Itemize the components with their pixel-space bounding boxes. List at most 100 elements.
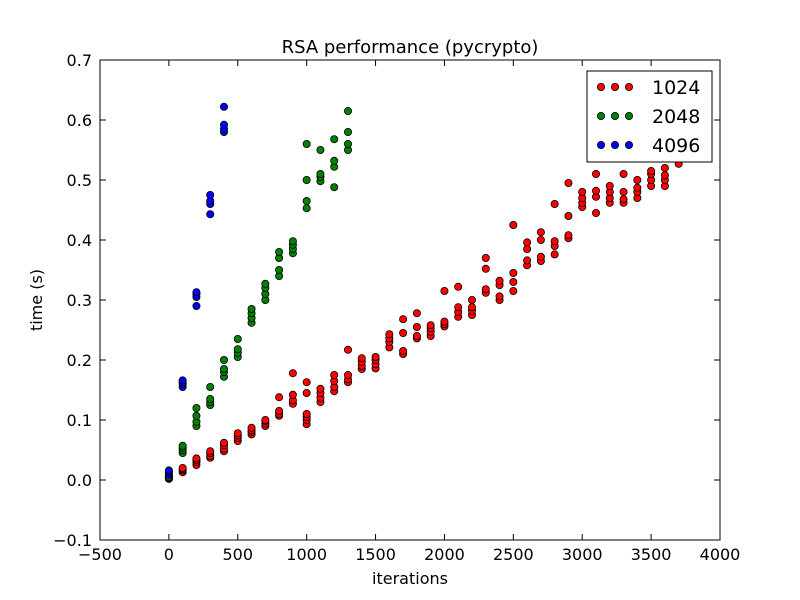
data-point: [343, 107, 352, 116]
y-tick-label: 0.1: [67, 411, 92, 430]
data-point: [536, 235, 545, 244]
x-tick-label: 0: [164, 545, 174, 564]
data-point: [247, 423, 256, 432]
data-point: [536, 252, 545, 261]
data-point: [578, 187, 587, 196]
data-point: [302, 175, 311, 184]
data-point: [288, 390, 297, 399]
legend-entry-2048: 2048: [597, 106, 700, 128]
y-tick-label: 0.4: [67, 231, 92, 250]
data-point: [385, 330, 394, 339]
legend-entry-1024: 1024: [597, 77, 700, 99]
series-1024: [164, 139, 683, 483]
legend-marker: [597, 112, 606, 121]
data-point: [509, 220, 518, 229]
data-point: [454, 303, 463, 312]
legend-marker: [625, 83, 634, 92]
data-point: [233, 345, 242, 354]
data-point: [330, 156, 339, 165]
data-point: [178, 441, 187, 450]
data-point: [343, 127, 352, 136]
y-tick-label: 0.3: [67, 291, 92, 310]
chart-title: RSA performance (pycrypto): [282, 37, 539, 58]
data-point: [316, 145, 325, 154]
data-point: [481, 264, 490, 273]
data-point: [426, 321, 435, 330]
data-point: [467, 303, 476, 312]
axis-ticks: −500 0 500 1000 1500 2000 2500 3000 3500 4000 −0.1…: [53, 51, 740, 564]
data-point: [509, 268, 518, 277]
data-point: [288, 237, 297, 246]
data-point: [330, 183, 339, 192]
data-point: [275, 265, 284, 274]
data-point: [192, 301, 201, 310]
legend-label: 2048: [652, 106, 700, 128]
data-point: [275, 247, 284, 256]
data-point: [633, 175, 642, 184]
data-point: [316, 169, 325, 178]
data-point: [192, 403, 201, 412]
x-tick-label: −500: [78, 545, 122, 564]
x-tick-label: 2000: [424, 545, 465, 564]
legend-marker: [625, 140, 634, 149]
data-point: [592, 208, 601, 217]
x-tick-label: 2500: [493, 545, 534, 564]
data-point: [343, 370, 352, 379]
data-point: [481, 253, 490, 262]
legend-marker: [611, 83, 620, 92]
data-point: [302, 139, 311, 148]
data-point: [412, 309, 421, 318]
data-point: [564, 178, 573, 187]
data-point: [412, 322, 421, 331]
series-2048: [164, 107, 352, 483]
data-point: [330, 135, 339, 144]
data-point: [302, 388, 311, 397]
data-point: [178, 463, 187, 472]
data-point: [206, 382, 215, 391]
data-point: [219, 102, 228, 111]
data-point: [564, 231, 573, 240]
legend-label: 1024: [652, 77, 700, 99]
data-point: [261, 415, 270, 424]
data-point: [219, 438, 228, 447]
data-point: [633, 183, 642, 192]
data-point: [399, 315, 408, 324]
data-point: [302, 204, 311, 213]
data-point: [440, 286, 449, 295]
data-point: [219, 364, 228, 373]
data-point: [523, 238, 532, 247]
legend-marker: [611, 112, 620, 121]
data-point: [647, 166, 656, 175]
data-point: [261, 279, 270, 288]
data-point: [509, 277, 518, 286]
data-point: [275, 393, 284, 402]
data-point: [288, 369, 297, 378]
x-tick-label: 3500: [631, 545, 672, 564]
data-point: [330, 370, 339, 379]
legend-box: [586, 70, 713, 163]
x-tick-label: 500: [223, 545, 254, 564]
legend-marker: [611, 140, 620, 149]
data-point: [302, 196, 311, 205]
legend-label: 4096: [652, 135, 700, 157]
series-4096: [164, 102, 228, 480]
data-point: [495, 292, 504, 301]
data-point: [192, 454, 201, 463]
data-point: [660, 171, 669, 180]
data-point: [247, 304, 256, 313]
data-point: [495, 276, 504, 285]
data-point: [660, 163, 669, 172]
x-tick-label: 1000: [286, 545, 327, 564]
data-point: [412, 331, 421, 340]
data-point: [164, 466, 173, 475]
data-point: [233, 334, 242, 343]
data-point: [206, 210, 215, 219]
legend-marker: [625, 112, 634, 121]
data-point: [219, 355, 228, 364]
data-point: [467, 295, 476, 304]
data-point: [343, 139, 352, 148]
y-tick-label: 0.6: [67, 111, 92, 130]
data-point: [206, 190, 215, 199]
data-point: [178, 376, 187, 385]
